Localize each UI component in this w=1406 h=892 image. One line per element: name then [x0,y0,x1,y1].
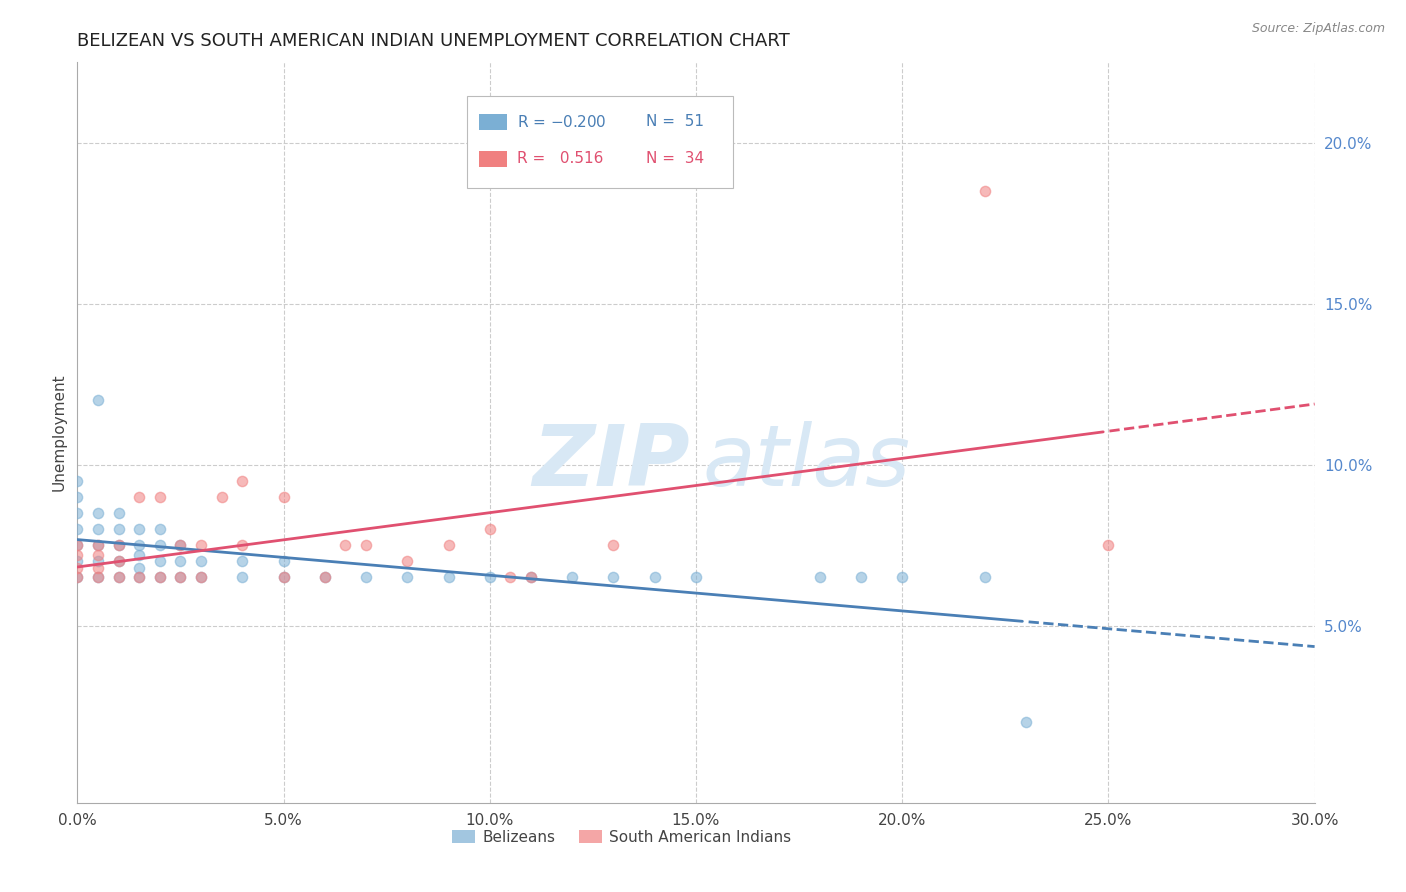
Point [128,490,150,504]
Point [190,570,212,584]
Point [520,570,543,584]
Point [149,490,172,504]
Point [231,554,253,568]
Point [499,570,522,584]
Point [231,570,253,584]
Point [128,561,150,575]
Point [66,538,89,552]
Point [169,570,191,584]
Point [211,490,233,504]
Point [87,561,110,575]
Point [849,570,872,584]
Point [149,538,172,552]
Text: BELIZEAN VS SOUTH AMERICAN INDIAN UNEMPLOYMENT CORRELATION CHART: BELIZEAN VS SOUTH AMERICAN INDIAN UNEMPL… [77,32,790,50]
Point [87,570,110,584]
Y-axis label: Unemployment: Unemployment [51,374,66,491]
Point [169,554,191,568]
Point [644,570,666,584]
Point [87,538,110,552]
Point [128,548,150,562]
Point [335,538,357,552]
Text: N =  51: N = 51 [647,114,704,129]
Point [128,522,150,536]
Point [87,554,110,568]
Point [1015,715,1038,730]
Point [107,538,129,552]
Point [891,570,914,584]
Point [149,554,172,568]
Point [354,570,377,584]
Point [66,490,89,504]
Text: ZIP: ZIP [531,421,690,504]
Point [437,570,460,584]
Point [107,570,129,584]
Point [602,538,624,552]
Point [128,570,150,584]
Point [87,506,110,520]
Point [66,570,89,584]
Point [685,570,707,584]
FancyBboxPatch shape [479,151,506,167]
Point [231,538,253,552]
Point [149,522,172,536]
Point [273,570,295,584]
Point [314,570,336,584]
Point [66,570,89,584]
Point [973,184,995,198]
Point [478,522,501,536]
Point [149,570,172,584]
Text: R =   0.516: R = 0.516 [516,151,603,166]
Point [87,522,110,536]
Point [396,554,419,568]
Point [437,538,460,552]
Point [273,490,295,504]
Point [128,570,150,584]
Point [808,570,831,584]
Point [169,570,191,584]
Point [190,538,212,552]
Point [273,554,295,568]
Point [231,474,253,488]
Point [396,570,419,584]
Text: Source: ZipAtlas.com: Source: ZipAtlas.com [1251,22,1385,36]
Point [314,570,336,584]
Point [190,554,212,568]
Point [190,570,212,584]
Point [66,506,89,520]
Point [107,570,129,584]
FancyBboxPatch shape [467,95,733,188]
Point [107,554,129,568]
Point [520,570,543,584]
Point [273,570,295,584]
Point [169,538,191,552]
Text: atlas: atlas [702,421,910,504]
Point [128,538,150,552]
Legend: Belizeans, South American Indians: Belizeans, South American Indians [446,823,797,851]
Point [87,548,110,562]
Point [87,538,110,552]
Point [478,570,501,584]
Point [66,548,89,562]
Point [107,538,129,552]
Point [66,474,89,488]
Point [602,570,624,584]
Point [107,522,129,536]
FancyBboxPatch shape [479,113,506,130]
Point [66,561,89,575]
Point [169,538,191,552]
Point [149,570,172,584]
Point [107,554,129,568]
Point [1097,538,1119,552]
Point [66,554,89,568]
Text: R = $-$0.200: R = $-$0.200 [516,113,606,129]
Point [354,538,377,552]
Point [561,570,583,584]
Point [107,506,129,520]
Point [66,522,89,536]
Point [973,570,995,584]
Point [87,393,110,408]
Point [87,570,110,584]
Point [66,538,89,552]
Text: N =  34: N = 34 [647,151,704,166]
